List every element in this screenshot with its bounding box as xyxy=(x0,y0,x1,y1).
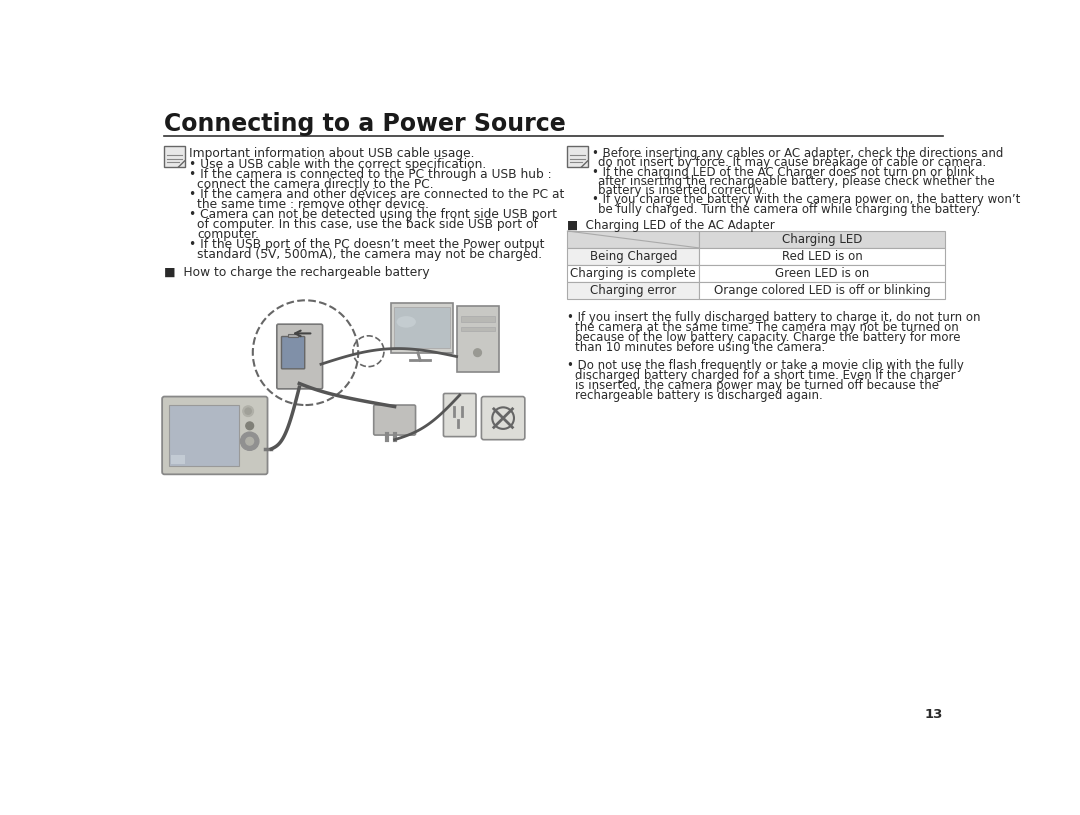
Text: • Camera can not be detected using the front side USB port: • Camera can not be detected using the f… xyxy=(189,208,557,221)
Text: • Before inserting any cables or AC adapter, check the directions and: • Before inserting any cables or AC adap… xyxy=(592,147,1003,160)
Text: Charging error: Charging error xyxy=(590,284,676,297)
Bar xyxy=(460,315,496,322)
Bar xyxy=(699,231,945,248)
Bar xyxy=(567,282,699,299)
Text: • Do not use the flash frequently or take a movie clip with the fully: • Do not use the flash frequently or tak… xyxy=(567,359,964,372)
Text: Red LED is on: Red LED is on xyxy=(782,250,863,263)
Bar xyxy=(288,334,298,337)
Text: because of the low battery capacity. Charge the battery for more: because of the low battery capacity. Cha… xyxy=(576,331,961,344)
Bar xyxy=(567,265,699,282)
Circle shape xyxy=(246,438,254,445)
Text: the camera at the same time. The camera may not be turned on: the camera at the same time. The camera … xyxy=(576,321,959,334)
Text: standard (5V, 500mA), the camera may not be charged.: standard (5V, 500mA), the camera may not… xyxy=(197,248,542,261)
Text: • If you insert the fully discharged battery to charge it, do not turn on: • If you insert the fully discharged bat… xyxy=(567,311,981,324)
Text: be fully charged. Turn the camera off while charging the battery.: be fully charged. Turn the camera off wh… xyxy=(598,202,981,215)
Text: 13: 13 xyxy=(924,707,943,720)
Bar xyxy=(170,405,239,466)
Text: • If the USB port of the PC doesn’t meet the Power output: • If the USB port of the PC doesn’t meet… xyxy=(189,238,544,251)
FancyBboxPatch shape xyxy=(457,306,499,372)
Text: after inserting the rechargeable battery, please check whether the: after inserting the rechargeable battery… xyxy=(598,174,995,187)
Text: the same time : remove other device.: the same time : remove other device. xyxy=(197,198,429,211)
FancyBboxPatch shape xyxy=(444,394,476,437)
FancyBboxPatch shape xyxy=(164,146,185,167)
Text: Being Charged: Being Charged xyxy=(590,250,677,263)
Text: connect the camera directly to the PC.: connect the camera directly to the PC. xyxy=(197,178,434,191)
Bar xyxy=(699,265,945,282)
Text: • If the charging LED of the AC Charger does not turn on or blink: • If the charging LED of the AC Charger … xyxy=(592,165,975,178)
Bar xyxy=(567,248,699,265)
Circle shape xyxy=(241,432,259,451)
Text: battery is inserted correctly.: battery is inserted correctly. xyxy=(598,184,766,197)
Text: Green LED is on: Green LED is on xyxy=(775,267,869,280)
Text: rechargeable battery is discharged again.: rechargeable battery is discharged again… xyxy=(576,389,823,402)
Text: Orange colored LED is off or blinking: Orange colored LED is off or blinking xyxy=(714,284,930,297)
Text: of computer. In this case, use the back side USB port of: of computer. In this case, use the back … xyxy=(197,218,538,231)
Text: • If the camera is connected to the PC through a USB hub :: • If the camera is connected to the PC t… xyxy=(189,168,552,181)
Circle shape xyxy=(474,349,482,356)
Ellipse shape xyxy=(396,316,416,328)
Text: Connecting to a Power Source: Connecting to a Power Source xyxy=(164,112,566,135)
Text: Charging is complete: Charging is complete xyxy=(570,267,697,280)
Text: is inserted, the camera power may be turned off because the: is inserted, the camera power may be tur… xyxy=(576,379,940,392)
Circle shape xyxy=(245,408,252,414)
Text: • Use a USB cable with the correct specification.: • Use a USB cable with the correct speci… xyxy=(189,158,486,171)
Text: than 10 minutes before using the camera.: than 10 minutes before using the camera. xyxy=(576,341,825,355)
Circle shape xyxy=(246,422,254,430)
FancyBboxPatch shape xyxy=(282,337,305,369)
FancyBboxPatch shape xyxy=(162,397,268,474)
Bar xyxy=(567,231,699,248)
FancyBboxPatch shape xyxy=(374,405,416,435)
FancyBboxPatch shape xyxy=(391,302,453,353)
FancyBboxPatch shape xyxy=(482,397,525,439)
Circle shape xyxy=(243,406,254,416)
Text: • If the camera and other devices are connected to the PC at: • If the camera and other devices are co… xyxy=(189,188,565,200)
Text: • If you charge the battery with the camera power on, the battery won’t: • If you charge the battery with the cam… xyxy=(592,193,1021,206)
FancyBboxPatch shape xyxy=(567,146,588,167)
Bar xyxy=(460,328,496,331)
Text: Charging LED: Charging LED xyxy=(782,233,862,246)
Text: computer.: computer. xyxy=(197,228,259,241)
Text: ■  How to charge the rechargeable battery: ■ How to charge the rechargeable battery xyxy=(164,266,430,279)
Bar xyxy=(699,248,945,265)
FancyBboxPatch shape xyxy=(276,324,323,389)
Text: discharged battery charged for a short time. Even if the charger: discharged battery charged for a short t… xyxy=(576,369,956,382)
Text: Important information about USB cable usage.: Important information about USB cable us… xyxy=(189,147,475,160)
Text: ■  Charging LED of the AC Adapter: ■ Charging LED of the AC Adapter xyxy=(567,219,775,232)
Text: do not insert by force. It may cause breakage of cable or camera.: do not insert by force. It may cause bre… xyxy=(598,156,986,170)
Bar xyxy=(699,282,945,299)
Bar xyxy=(171,455,185,465)
Bar xyxy=(394,307,449,348)
